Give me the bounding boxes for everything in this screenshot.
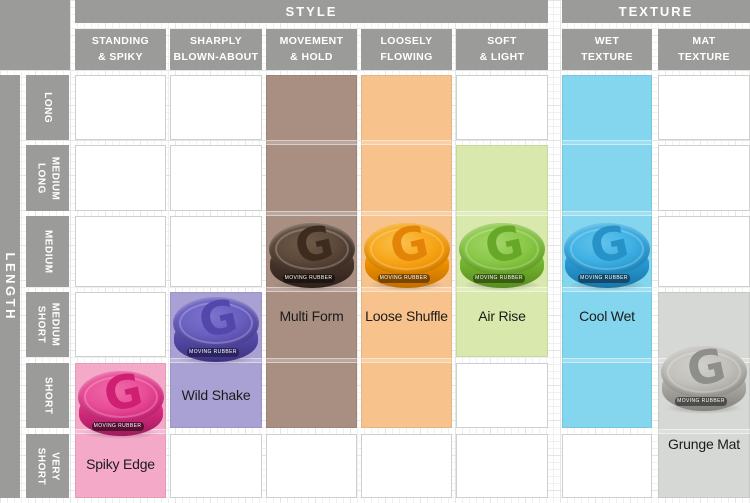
- row-label-medium-short: MEDIUM SHORT: [26, 292, 69, 357]
- tin-ring: [83, 376, 158, 418]
- row-label-medium: MEDIUM: [26, 216, 69, 287]
- column-header-soft-light: SOFT & LIGHT: [456, 29, 548, 70]
- tin-brand-strip: MOVING RUBBER: [675, 397, 727, 406]
- corner-block: [0, 0, 70, 70]
- grid-cell: [170, 75, 262, 140]
- row-divider-line: [562, 211, 652, 216]
- row-label-medium-long: MEDIUM LONG: [26, 145, 69, 211]
- row-label-long: LONG: [26, 75, 69, 140]
- row-divider-line: [266, 211, 357, 216]
- row-label-short: SHORT: [26, 363, 69, 428]
- g-logo-icon: G: [194, 297, 243, 349]
- product-tin-grunge-mat: G MOVING RUBBER: [660, 346, 748, 414]
- g-logo-icon: G: [98, 371, 147, 423]
- tin-lid: G: [268, 223, 355, 275]
- product-label-cool-wet: Cool Wet: [579, 308, 635, 324]
- tin-brand-strip: MOVING RUBBER: [473, 274, 525, 283]
- grid-cell: [75, 75, 166, 140]
- tin-brand-strip: MOVING RUBBER: [91, 422, 144, 431]
- tin-ring: [274, 228, 349, 270]
- product-label-wild-shake: Wild Shake: [181, 387, 251, 403]
- row-divider-line: [456, 211, 548, 216]
- length-axis-bar: LENGTH: [0, 75, 20, 498]
- g-logo-icon: G: [480, 223, 529, 275]
- tin-lid: G: [564, 223, 650, 275]
- product-tin-air-rise: G MOVING RUBBER: [458, 223, 546, 291]
- grid-cell: [75, 145, 166, 211]
- g-logo-icon: G: [585, 223, 634, 275]
- row-divider-line: [562, 140, 652, 145]
- product-label-grunge-mat: Grunge Mat: [668, 436, 740, 452]
- tin-ring: [465, 228, 539, 270]
- row-divider-line: [562, 358, 652, 363]
- grid-cell: [456, 363, 548, 428]
- product-label-loose-shuffle: Loose Shuffle: [365, 308, 448, 324]
- row-label-text: MEDIUM LONG: [35, 156, 61, 200]
- row-label-text: MEDIUM: [42, 229, 54, 274]
- row-divider-line: [361, 140, 452, 145]
- row-label-text: VERY SHORT: [35, 447, 61, 485]
- row-divider-line: [361, 358, 452, 363]
- grid-cell: [170, 216, 262, 287]
- product-tin-cool-wet: G MOVING RUBBER: [563, 223, 651, 291]
- row-label-very-short: VERY SHORT: [26, 434, 69, 498]
- product-label-multi-form: Multi Form: [279, 308, 344, 324]
- tin-lid: G: [363, 223, 450, 275]
- grid-cell: [266, 434, 357, 498]
- grid-cell: [658, 145, 750, 211]
- tin-lid: G: [459, 223, 545, 275]
- grid-cell: [361, 434, 452, 498]
- product-tin-spiky-edge: G MOVING RUBBER: [77, 371, 165, 439]
- row-label-text: SHORT: [42, 376, 54, 415]
- column-header-sharply-blown-about: SHARPLY BLOWN-ABOUT: [170, 29, 262, 70]
- tin-brand-strip: MOVING RUBBER: [282, 274, 335, 283]
- tin-brand-strip: MOVING RUBBER: [187, 348, 239, 357]
- column-header-movement-hold: MOVEMENT & HOLD: [266, 29, 357, 70]
- tin-ring: [570, 228, 644, 270]
- texture-group-header: TEXTURE: [562, 0, 750, 23]
- product-label-spiky-edge: Spiky Edge: [86, 456, 155, 472]
- g-logo-icon: G: [682, 346, 731, 398]
- tin-ring: [179, 302, 253, 344]
- column-header-mat-texture: MAT TEXTURE: [658, 29, 750, 70]
- style-group-title: STYLE: [285, 4, 338, 19]
- tin-ring: [369, 228, 444, 270]
- grid-cell: [170, 434, 262, 498]
- g-logo-icon: G: [384, 223, 433, 275]
- row-divider-line: [361, 211, 452, 216]
- row-label-text: MEDIUM SHORT: [35, 302, 61, 347]
- style-group-header: STYLE: [75, 0, 548, 23]
- grid-cell: [75, 216, 166, 287]
- grid-cell: [562, 434, 652, 498]
- g-logo-icon: G: [289, 223, 338, 275]
- grid-cell: [170, 145, 262, 211]
- column-header-loosely-flowing: LOOSELY FLOWING: [361, 29, 452, 70]
- grid-cell: [658, 75, 750, 140]
- grid-cell: [456, 434, 548, 498]
- column-header-wet-texture: WET TEXTURE: [562, 29, 652, 70]
- row-label-text: LONG: [42, 92, 54, 123]
- texture-group-title: TEXTURE: [618, 4, 694, 19]
- tin-brand-strip: MOVING RUBBER: [578, 274, 630, 283]
- product-label-air-rise: Air Rise: [478, 308, 526, 324]
- tin-brand-strip: MOVING RUBBER: [377, 274, 430, 283]
- tin-lid: G: [77, 371, 164, 423]
- grid-cell: [658, 216, 750, 287]
- product-tin-wild-shake: G MOVING RUBBER: [172, 297, 260, 365]
- row-divider-line: [266, 358, 357, 363]
- product-tin-loose-shuffle: G MOVING RUBBER: [363, 223, 451, 291]
- row-divider-line: [658, 429, 750, 434]
- tin-lid: G: [661, 346, 747, 398]
- product-tin-multi-form: G MOVING RUBBER: [268, 223, 356, 291]
- tin-ring: [667, 351, 741, 393]
- length-axis-label: LENGTH: [2, 252, 18, 321]
- tin-lid: G: [173, 297, 259, 349]
- column-header-standing-spiky: STANDING & SPIKY: [75, 29, 166, 70]
- grid-cell: [75, 292, 166, 357]
- row-divider-line: [266, 140, 357, 145]
- grid-cell: [456, 75, 548, 140]
